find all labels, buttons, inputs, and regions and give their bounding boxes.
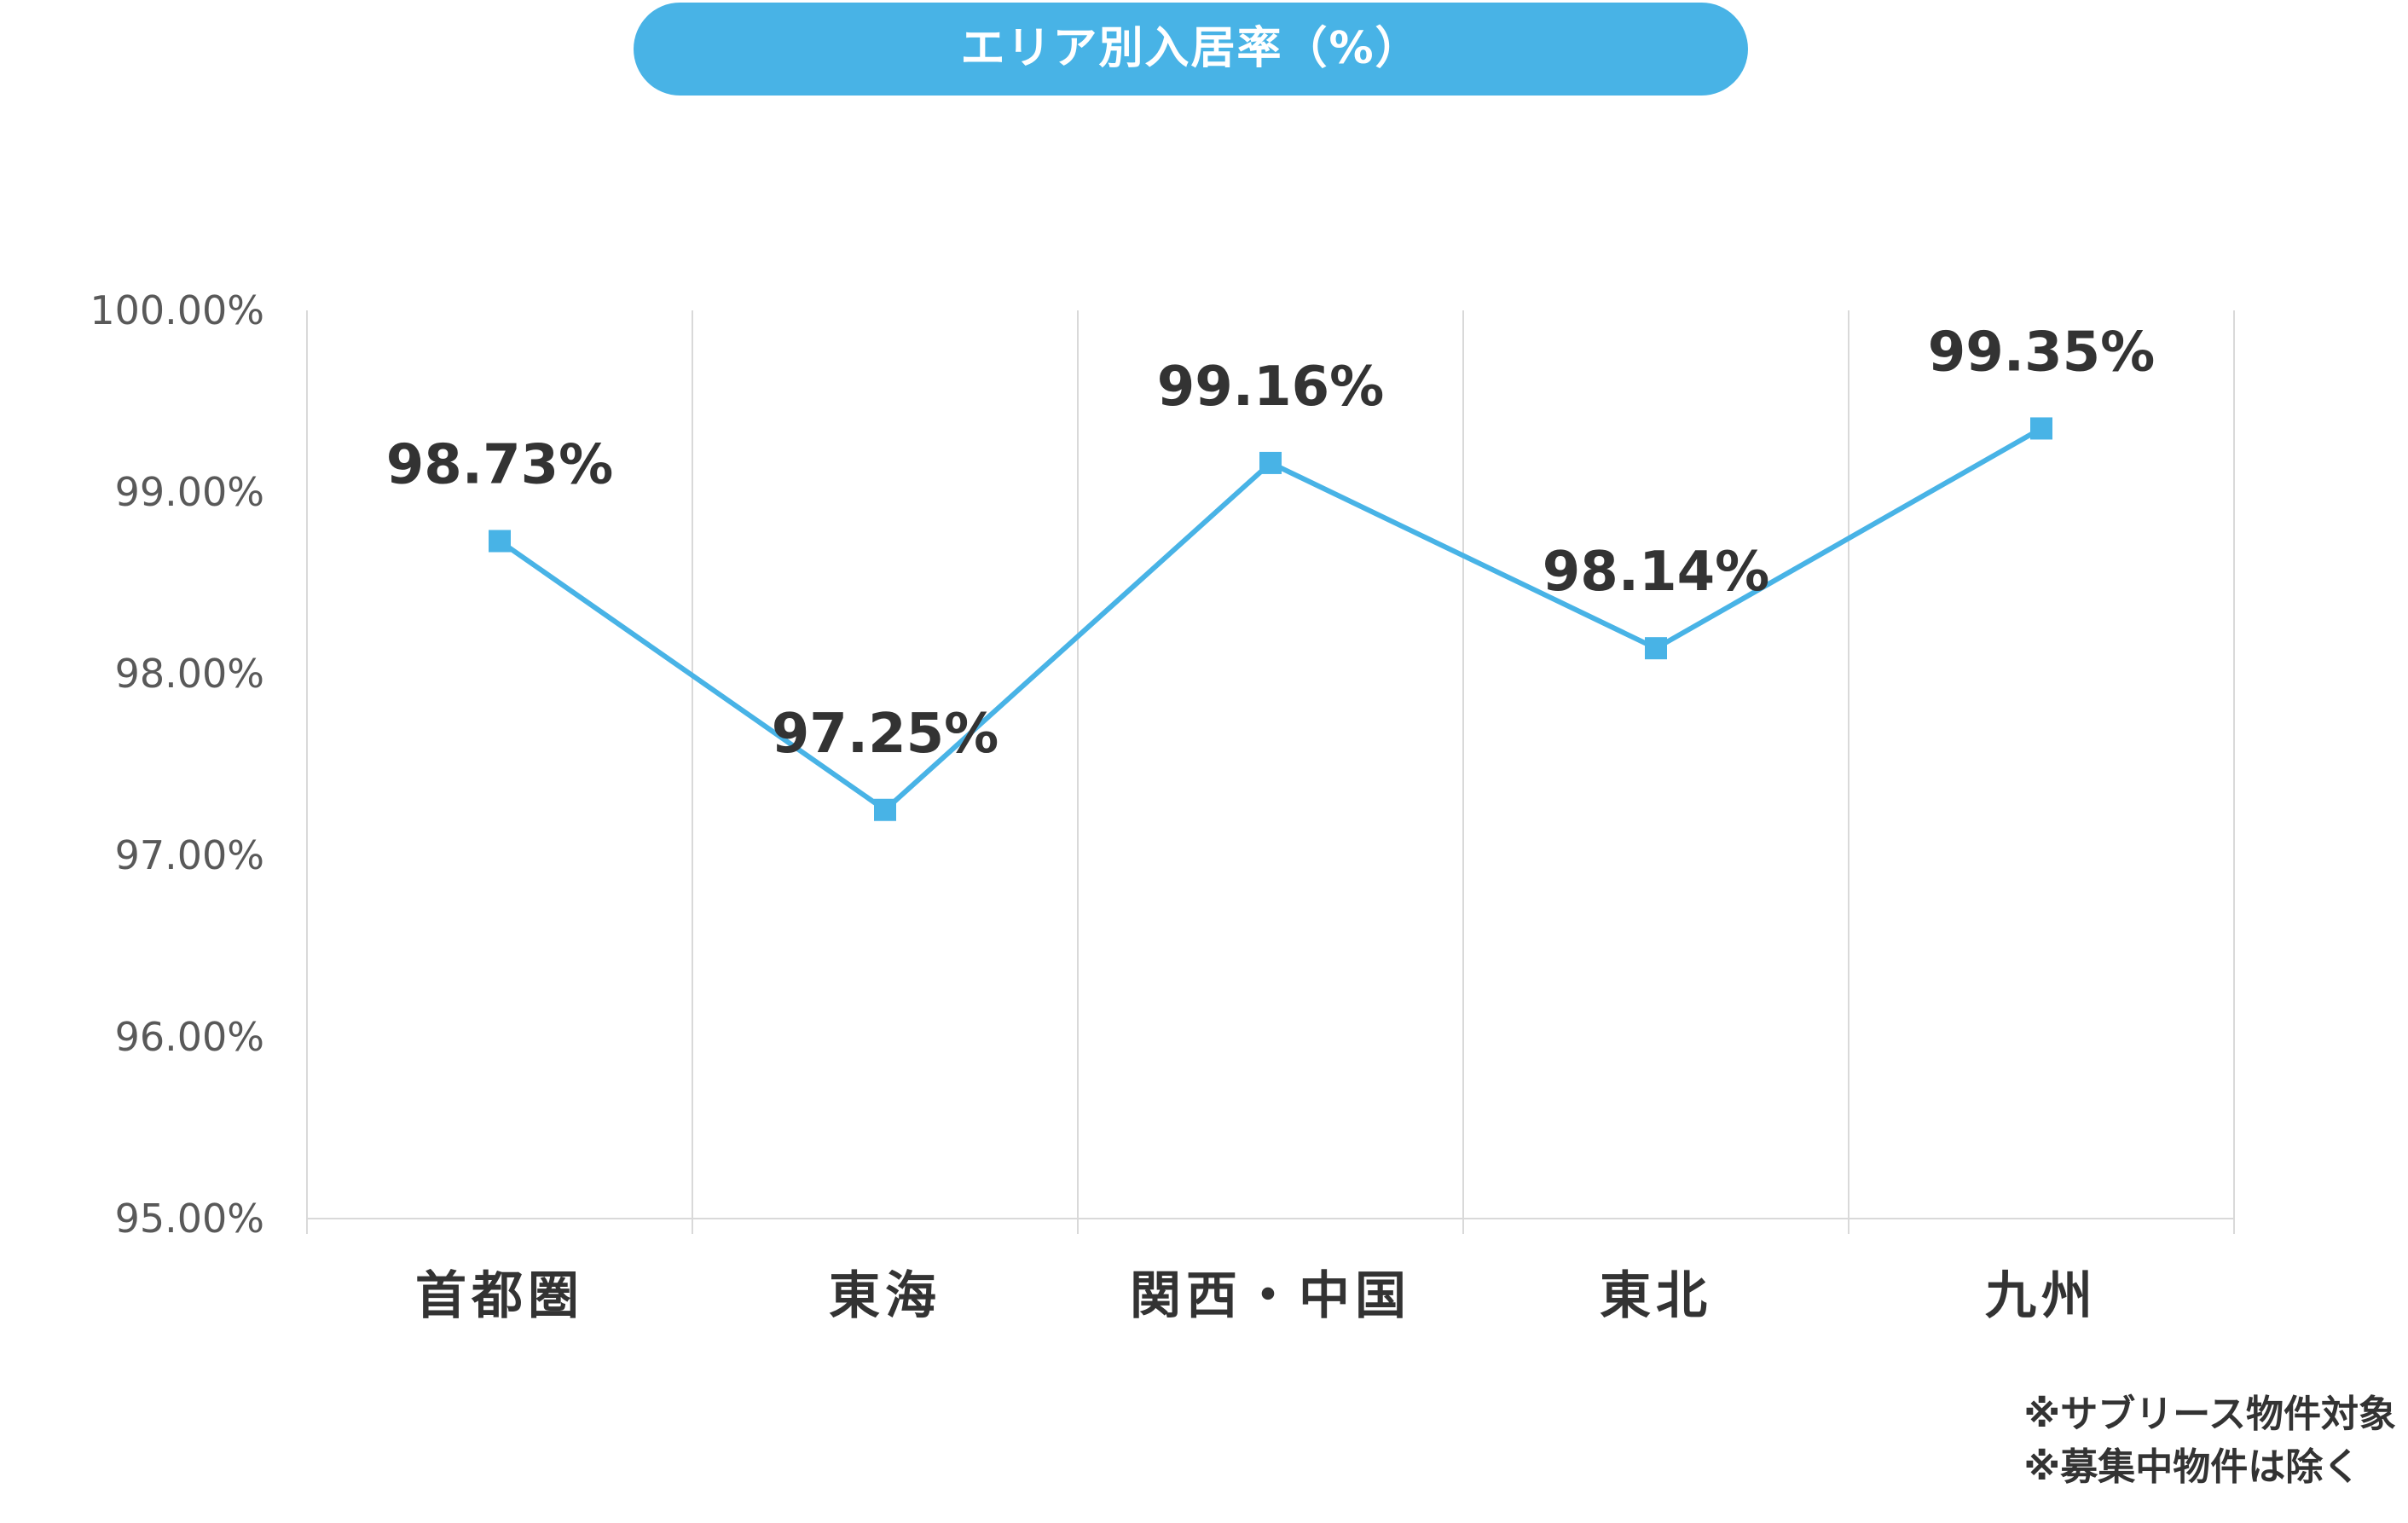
data-label: 98.73% [386,434,614,497]
y-tick-label: 99.00% [115,469,264,515]
data-point-marker [1259,451,1282,474]
chart-title: エリア別入居率（%） [634,3,1748,96]
x-category-label: 首都圏 [415,1266,584,1326]
footnote-vacant: ※募集中物件は除く [2023,1445,2361,1489]
series-line [498,426,2043,813]
footnotes: ※サブリース物件対象 ※募集中物件は除く [2023,1388,2396,1494]
x-category-label: 九州 [1985,1266,2098,1326]
data-point-marker [489,530,511,553]
data-point-marker [874,798,896,821]
data-point-marker [2030,417,2052,440]
footnote-sublease: ※サブリース物件対象 [2023,1393,2396,1436]
data-label: 99.16% [1157,356,1385,419]
x-category-label: 関西・中国 [1130,1266,1411,1326]
y-tick-label: 98.00% [115,651,264,697]
data-point-marker [1645,637,1667,660]
y-tick-label: 100.00% [90,287,264,333]
data-label: 99.35% [1928,321,2156,384]
data-label: 98.14% [1543,541,1770,604]
x-category-label: 東北 [1600,1266,1712,1326]
data-label: 97.25% [772,703,999,766]
x-category-label: 東海 [829,1266,941,1326]
y-tick-label: 97.00% [115,832,264,878]
y-tick-label: 95.00% [115,1196,264,1242]
y-tick-label: 96.00% [115,1014,264,1060]
